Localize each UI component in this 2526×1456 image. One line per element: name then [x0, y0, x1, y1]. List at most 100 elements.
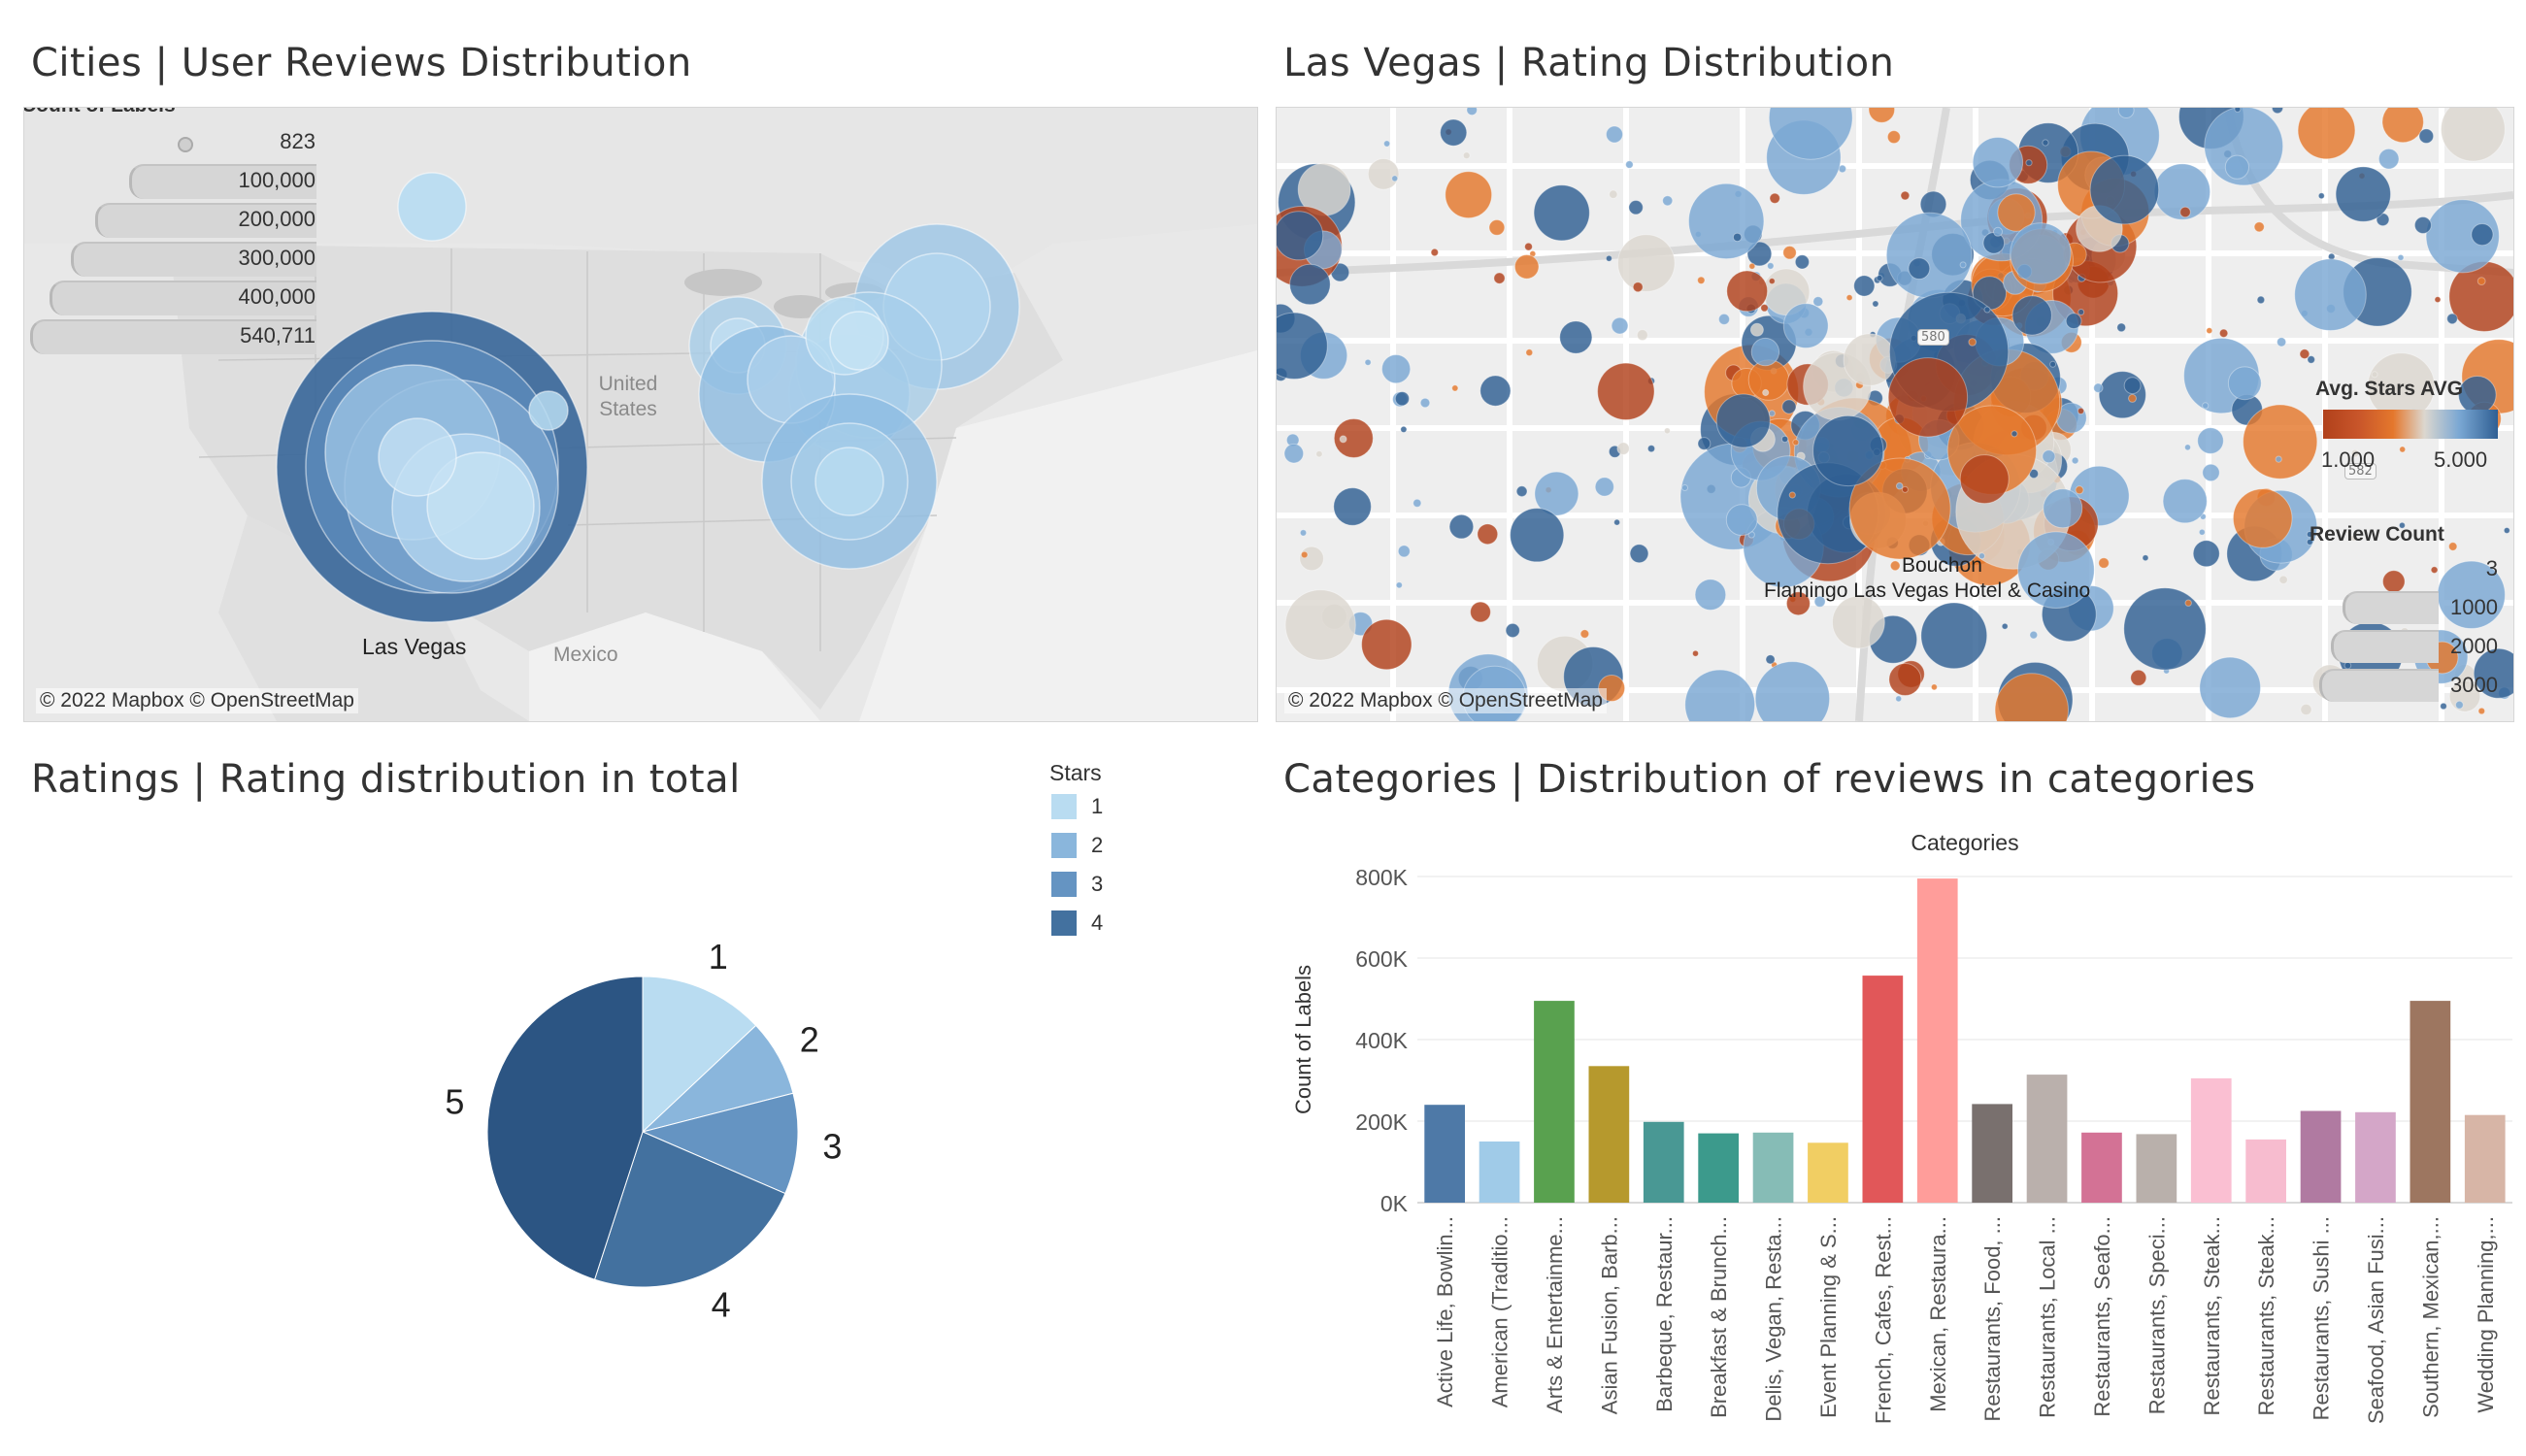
business-bubble[interactable] — [1754, 661, 1831, 721]
business-bubble[interactable] — [1339, 435, 1347, 444]
business-bubble[interactable] — [1876, 275, 1883, 281]
business-bubble[interactable] — [1994, 673, 2069, 721]
business-bubble[interactable] — [1646, 445, 1656, 453]
business-bubble[interactable] — [1813, 595, 1826, 608]
business-bubble[interactable] — [2243, 404, 2318, 480]
bar-11[interactable] — [2026, 1075, 2068, 1203]
business-bubble[interactable] — [1781, 399, 1797, 414]
business-bubble[interactable] — [2089, 154, 2160, 225]
business-bubble[interactable] — [1765, 654, 1776, 665]
business-bubble[interactable] — [1888, 663, 1922, 696]
business-bubble[interactable] — [2227, 366, 2262, 401]
business-bubble[interactable] — [1448, 513, 1475, 540]
business-bubble[interactable] — [2382, 570, 2406, 593]
business-bubble[interactable] — [1767, 262, 1775, 270]
business-bubble[interactable] — [2049, 360, 2057, 368]
business-bubble[interactable] — [1762, 388, 1770, 397]
business-bubble[interactable] — [2441, 108, 2506, 162]
business-bubble[interactable] — [2128, 393, 2137, 403]
business-bubble[interactable] — [1367, 158, 1400, 190]
bar-6[interactable] — [1752, 1132, 1794, 1203]
business-bubble[interactable] — [1470, 601, 1491, 623]
business-bubble[interactable] — [1978, 552, 1985, 560]
business-bubble[interactable] — [1900, 190, 1911, 201]
business-bubble[interactable] — [1605, 254, 1612, 262]
business-bubble[interactable] — [2377, 148, 2400, 170]
business-bubble[interactable] — [1525, 348, 1534, 357]
business-bubble[interactable] — [1413, 498, 1422, 508]
business-bubble[interactable] — [2399, 446, 2407, 453]
business-bubble[interactable] — [1632, 281, 1644, 293]
business-bubble[interactable] — [1315, 450, 1323, 458]
business-bubble[interactable] — [1868, 108, 1896, 123]
bar-9[interactable] — [1916, 878, 1958, 1203]
business-bubble[interactable] — [2130, 669, 2147, 686]
business-bubble[interactable] — [2218, 328, 2229, 339]
bar-8[interactable] — [1862, 976, 1904, 1203]
business-bubble[interactable] — [1725, 504, 1758, 537]
business-bubble[interactable] — [2199, 656, 2262, 719]
business-bubble[interactable] — [1959, 261, 1967, 269]
business-bubble[interactable] — [1383, 140, 1391, 148]
business-bubble[interactable] — [1750, 337, 1780, 367]
business-bubble[interactable] — [1299, 546, 1324, 572]
business-bubble[interactable] — [2202, 402, 2210, 410]
bar-5[interactable] — [1698, 1133, 1739, 1203]
business-bubble[interactable] — [1920, 602, 1988, 670]
business-bubble[interactable] — [2098, 557, 2110, 569]
business-bubble[interactable] — [2434, 296, 2442, 304]
business-bubble[interactable] — [1832, 595, 1885, 649]
business-bubble[interactable] — [1843, 333, 1896, 386]
business-bubble[interactable] — [1477, 523, 1499, 546]
business-bubble[interactable] — [1559, 320, 1593, 354]
business-bubble[interactable] — [1681, 484, 1688, 491]
bar-7[interactable] — [1808, 1142, 1848, 1203]
bar-14[interactable] — [2190, 1077, 2232, 1203]
business-bubble[interactable] — [1284, 589, 1356, 661]
business-bubble[interactable] — [1812, 414, 1884, 487]
business-bubble[interactable] — [2471, 223, 2494, 247]
business-bubble[interactable] — [1466, 108, 1478, 116]
business-bubble[interactable] — [1895, 695, 1903, 703]
business-bubble[interactable] — [1768, 108, 1853, 160]
business-bubble[interactable] — [1662, 195, 1674, 207]
business-bubble[interactable] — [2123, 377, 2142, 395]
business-bubble[interactable] — [1908, 257, 1931, 281]
business-bubble[interactable] — [1479, 375, 1512, 407]
business-bubble[interactable] — [1440, 118, 1468, 147]
business-bubble[interactable] — [2376, 213, 2390, 227]
business-bubble[interactable] — [2117, 108, 2135, 118]
business-bubble[interactable] — [2075, 485, 2084, 495]
business-bubble[interactable] — [2371, 371, 2378, 379]
pie-slice-4[interactable] — [593, 1131, 786, 1288]
business-bubble[interactable] — [1697, 437, 1712, 450]
business-bubble[interactable] — [1628, 200, 1644, 215]
bar-4[interactable] — [1643, 1121, 1684, 1203]
business-bubble[interactable] — [1812, 296, 1824, 308]
business-bubble[interactable] — [2271, 108, 2284, 115]
business-bubble[interactable] — [1277, 312, 1328, 380]
business-bubble[interactable] — [2413, 216, 2432, 234]
business-bubble[interactable] — [2253, 221, 2265, 233]
business-bubble[interactable] — [1747, 359, 1790, 401]
business-bubble[interactable] — [2017, 531, 2095, 610]
city-bubble[interactable] — [829, 311, 889, 371]
business-bubble[interactable] — [1597, 362, 1655, 420]
business-bubble[interactable] — [1794, 254, 1811, 270]
business-bubble[interactable] — [1613, 518, 1621, 526]
business-bubble[interactable] — [2202, 463, 2220, 482]
vegas-map[interactable]: 580 582 Bouchon Flamingo Las Vegas Hotel… — [1276, 107, 2514, 722]
business-bubble[interactable] — [2001, 622, 2009, 630]
city-bubble[interactable] — [378, 417, 457, 497]
business-bubble[interactable] — [2300, 703, 2312, 716]
business-bubble[interactable] — [1782, 303, 1829, 349]
business-bubble[interactable] — [1692, 649, 1699, 657]
business-bubble[interactable] — [2503, 527, 2510, 534]
business-bubble[interactable] — [2343, 661, 2352, 670]
stars-legend-swatch-3[interactable] — [1051, 872, 1077, 897]
business-bubble[interactable] — [2011, 295, 2052, 336]
bar-0[interactable] — [1424, 1105, 1465, 1203]
bar-16[interactable] — [2300, 1110, 2342, 1204]
business-bubble[interactable] — [1609, 189, 1618, 199]
business-bubble[interactable] — [1277, 211, 1324, 261]
